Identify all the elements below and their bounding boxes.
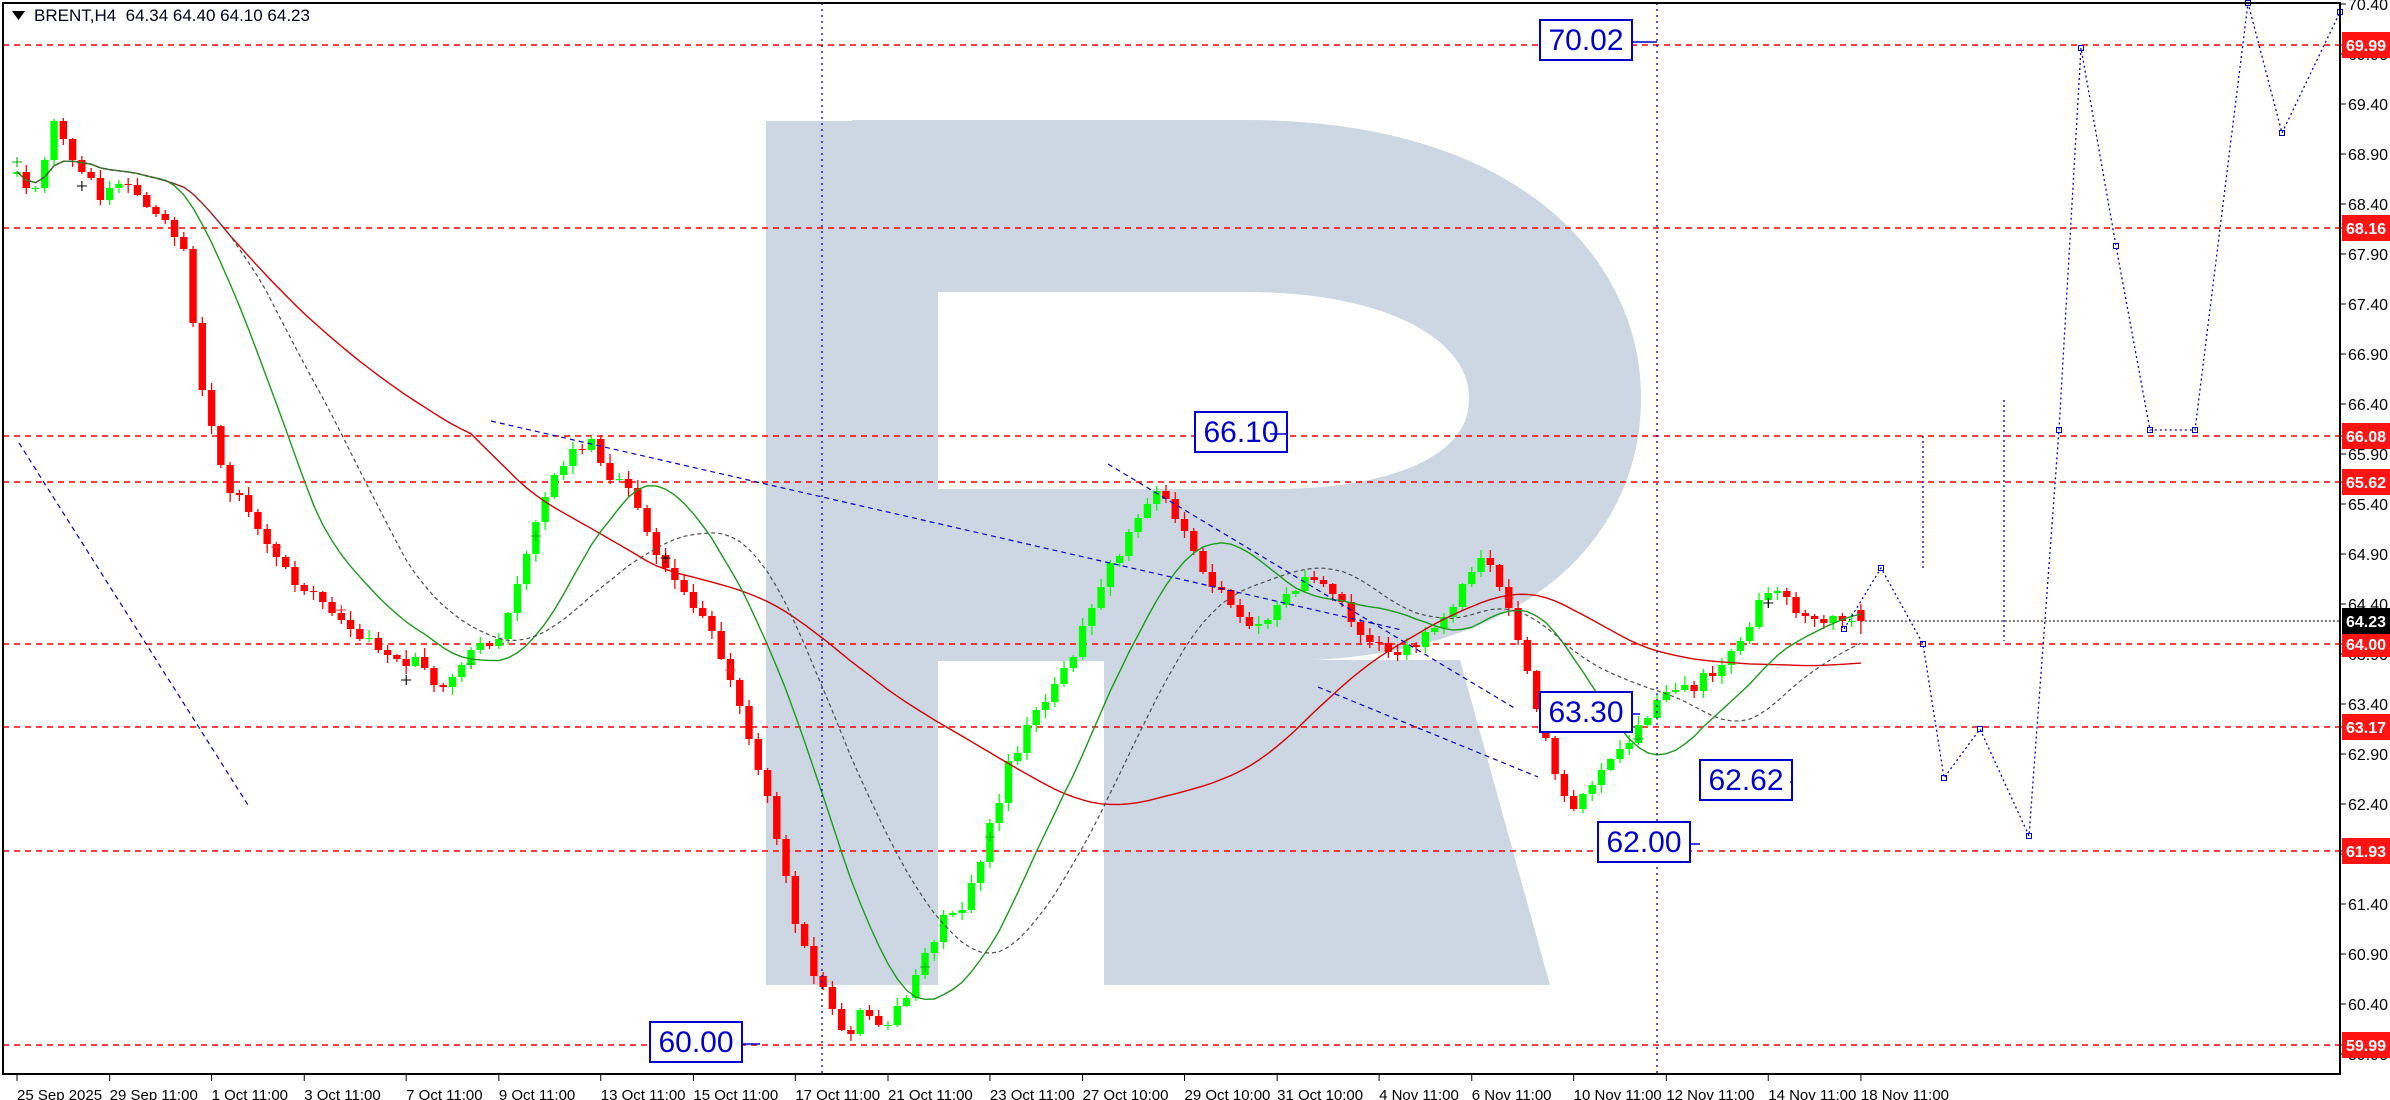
svg-text:15 Oct 11:00: 15 Oct 11:00 — [693, 1087, 778, 1100]
svg-text:6 Nov 11:00: 6 Nov 11:00 — [1472, 1087, 1552, 1100]
svg-text:31 Oct 10:00: 31 Oct 10:00 — [1277, 1087, 1363, 1100]
svg-text:59.99: 59.99 — [2346, 1038, 2386, 1055]
svg-text:BRENT,H4 64.34 64.40 64.10 64: BRENT,H4 64.34 64.40 64.10 64.23 — [34, 6, 310, 25]
svg-text:67.40: 67.40 — [2348, 297, 2388, 314]
svg-text:12 Nov 11:00: 12 Nov 11:00 — [1666, 1087, 1754, 1100]
svg-text:66.90: 66.90 — [2348, 347, 2388, 364]
svg-text:68.90: 68.90 — [2348, 147, 2388, 164]
svg-text:65.40: 65.40 — [2348, 497, 2388, 514]
svg-text:13 Oct 11:00: 13 Oct 11:00 — [601, 1087, 686, 1100]
svg-text:65.90: 65.90 — [2348, 447, 2388, 464]
svg-text:27 Oct 10:00: 27 Oct 10:00 — [1083, 1087, 1169, 1100]
svg-text:25 Sep 2025: 25 Sep 2025 — [17, 1087, 102, 1100]
svg-text:61.40: 61.40 — [2348, 897, 2388, 914]
svg-text:68.40: 68.40 — [2348, 197, 2388, 214]
svg-text:66.10: 66.10 — [1203, 416, 1278, 449]
svg-text:64.00: 64.00 — [2346, 637, 2386, 654]
svg-text:62.00: 62.00 — [1606, 826, 1681, 859]
svg-text:70.40: 70.40 — [2348, 0, 2388, 14]
svg-text:66.08: 66.08 — [2346, 429, 2386, 446]
svg-text:67.90: 67.90 — [2348, 247, 2388, 264]
svg-text:60.90: 60.90 — [2348, 947, 2388, 964]
svg-text:63.30: 63.30 — [1548, 696, 1623, 729]
svg-text:60.40: 60.40 — [2348, 997, 2388, 1014]
svg-text:65.62: 65.62 — [2346, 475, 2386, 492]
svg-text:62.90: 62.90 — [2348, 747, 2388, 764]
svg-text:69.99: 69.99 — [2346, 38, 2386, 55]
svg-text:7 Oct 11:00: 7 Oct 11:00 — [406, 1087, 482, 1100]
svg-text:9 Oct 11:00: 9 Oct 11:00 — [499, 1087, 575, 1100]
svg-text:1 Oct 11:00: 1 Oct 11:00 — [212, 1087, 288, 1100]
svg-text:3 Oct 11:00: 3 Oct 11:00 — [304, 1087, 380, 1100]
svg-text:68.16: 68.16 — [2346, 221, 2386, 238]
svg-text:62.40: 62.40 — [2348, 797, 2388, 814]
svg-text:4 Nov 11:00: 4 Nov 11:00 — [1379, 1087, 1459, 1100]
svg-text:10 Nov 11:00: 10 Nov 11:00 — [1574, 1087, 1662, 1100]
svg-text:14 Nov 11:00: 14 Nov 11:00 — [1768, 1087, 1856, 1100]
svg-text:21 Oct 11:00: 21 Oct 11:00 — [888, 1087, 973, 1100]
svg-text:69.40: 69.40 — [2348, 97, 2388, 114]
svg-text:29 Sep 11:00: 29 Sep 11:00 — [110, 1087, 198, 1100]
svg-text:62.62: 62.62 — [1708, 764, 1783, 797]
svg-text:70.02: 70.02 — [1548, 24, 1623, 57]
svg-text:63.17: 63.17 — [2346, 720, 2386, 737]
svg-text:61.93: 61.93 — [2346, 844, 2386, 861]
svg-text:64.23: 64.23 — [2346, 614, 2386, 631]
svg-text:17 Oct 11:00: 17 Oct 11:00 — [795, 1087, 880, 1100]
svg-text:66.40: 66.40 — [2348, 397, 2388, 414]
svg-text:60.00: 60.00 — [658, 1026, 733, 1059]
svg-text:18 Nov 11:00: 18 Nov 11:00 — [1861, 1087, 1949, 1100]
svg-text:23 Oct 11:00: 23 Oct 11:00 — [990, 1087, 1075, 1100]
svg-text:64.90: 64.90 — [2348, 547, 2388, 564]
svg-text:29 Oct 10:00: 29 Oct 10:00 — [1185, 1087, 1271, 1100]
svg-text:63.40: 63.40 — [2348, 697, 2388, 714]
